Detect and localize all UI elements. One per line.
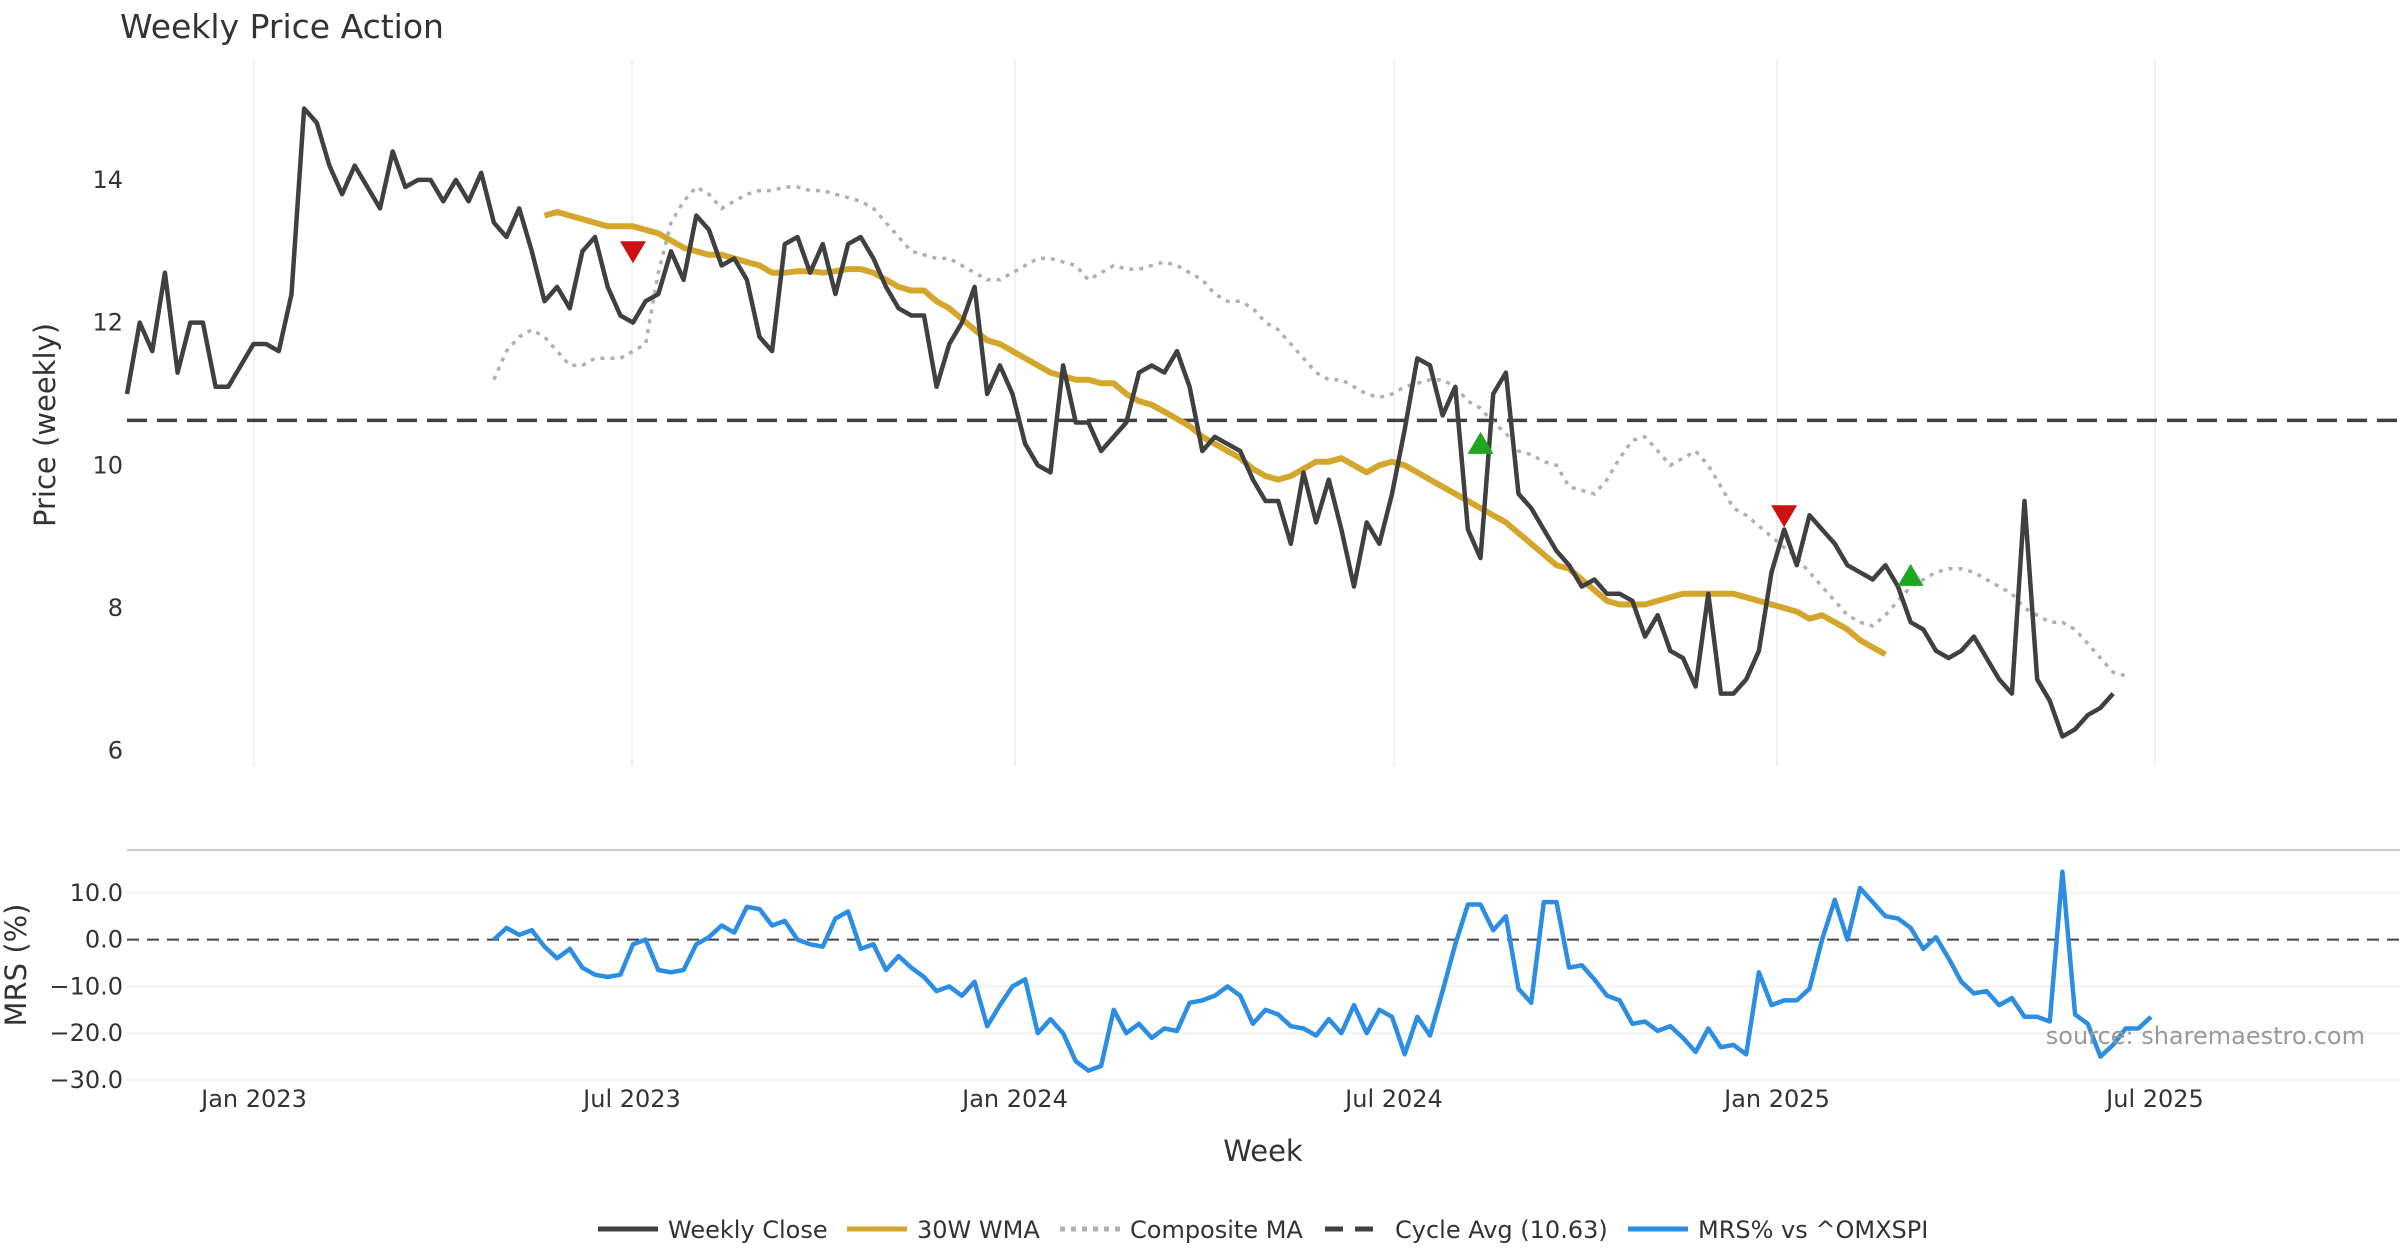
composite-ma-line xyxy=(492,184,2127,678)
signal-markers xyxy=(620,241,1924,586)
price-y-ticks: 6 8 10 12 14 xyxy=(92,166,123,765)
legend-label: Composite MA xyxy=(1130,1216,1303,1244)
sell-signal-marker xyxy=(620,241,646,264)
x-tick-label: Jul 2025 xyxy=(2104,1085,2204,1113)
x-axis-label: Week xyxy=(1223,1134,1303,1168)
price-y-tick-label: 14 xyxy=(92,166,123,194)
mrs-y-ticks: 10.0 0.0 −10.0 −20.0 −30.0 xyxy=(49,879,123,1094)
x-ticks: Jan 2023 Jul 2023 Jan 2024 Jul 2024 Jan 2025… xyxy=(199,1085,2204,1113)
sell-signal-marker xyxy=(1771,505,1798,528)
x-tick-label: Jan 2024 xyxy=(960,1085,1068,1113)
weekly-close-line xyxy=(124,106,2115,739)
mrs-y-tick-label: −10.0 xyxy=(49,972,123,1000)
buy-signal-marker xyxy=(1897,563,1924,586)
chart-title: Weekly Price Action xyxy=(120,7,444,46)
mrs-y-tick-label: −30.0 xyxy=(49,1066,123,1094)
legend-label: MRS% vs ^OMXSPI xyxy=(1698,1216,1928,1244)
price-y-tick-label: 12 xyxy=(92,309,123,337)
price-y-tick-label: 6 xyxy=(108,737,123,765)
buy-signal-marker xyxy=(1467,431,1494,454)
mrs-y-tick-label: −20.0 xyxy=(49,1019,123,1047)
legend-label: 30W WMA xyxy=(917,1216,1040,1244)
mrs-y-tick-label: 0.0 xyxy=(85,926,123,954)
wma-30w-line xyxy=(543,209,1887,658)
mrs-y-axis-label: MRS (%) xyxy=(0,904,33,1027)
price-y-tick-label: 10 xyxy=(92,451,123,479)
legend: Weekly Close 30W WMA Composite MA Cycle Avg… xyxy=(598,1216,1928,1244)
gridlines xyxy=(127,60,2400,1081)
legend-label: Cycle Avg (10.63) xyxy=(1395,1216,1608,1244)
mrs-line xyxy=(492,869,2153,1073)
legend-label: Weekly Close xyxy=(668,1216,828,1244)
mrs-y-tick-label: 10.0 xyxy=(70,879,123,907)
x-tick-label: Jul 2023 xyxy=(581,1085,681,1113)
price-y-axis-label: Price (weekly) xyxy=(28,323,62,527)
x-tick-label: Jul 2024 xyxy=(1343,1085,1443,1113)
price-y-tick-label: 8 xyxy=(108,594,123,622)
source-note: source: sharemaestro.com xyxy=(2046,1022,2365,1050)
x-tick-label: Jan 2025 xyxy=(1722,1085,1830,1113)
x-tick-label: Jan 2023 xyxy=(199,1085,307,1113)
